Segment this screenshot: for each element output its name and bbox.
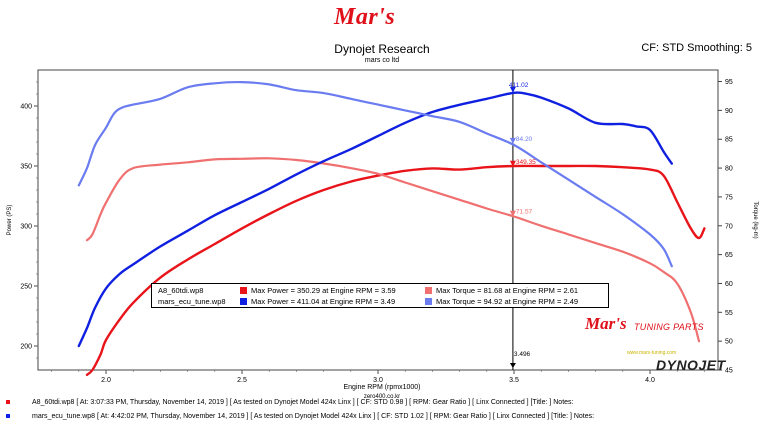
legend-box: A8_60tdi.wp8 Max Power = 350.29 at Engin… xyxy=(151,283,609,308)
y-right-tick-label: 45 xyxy=(725,368,733,375)
chart-subtitle: mars co ltd xyxy=(364,57,400,64)
y-right-tick-label: 70 xyxy=(725,223,733,230)
y-left-tick-label: 350 xyxy=(20,164,32,171)
cursor-rpm-label: 3.496 xyxy=(514,351,531,358)
footer-swatch xyxy=(6,414,10,419)
value-marker xyxy=(509,210,516,217)
value-marker xyxy=(509,160,516,167)
x-tick-label: 3.5 xyxy=(509,377,519,384)
value-marker-label: 411.02 xyxy=(509,82,529,89)
y-right-tick-label: 85 xyxy=(725,137,733,144)
x-tick-label: 2.5 xyxy=(237,377,247,384)
chart-title: Dynojet Research xyxy=(334,42,430,56)
y-left-tick-label: 400 xyxy=(20,104,32,111)
watermark-text: zero400.co.kr xyxy=(363,394,401,400)
y-right-tick-label: 50 xyxy=(725,339,733,346)
tuning-parts-text: TUNING PARTS xyxy=(634,322,704,332)
plot-frame xyxy=(37,69,719,371)
legend-row-a8: A8_60tdi.wp8 Max Power = 350.29 at Engin… xyxy=(152,285,608,296)
y-left-tick-label: 300 xyxy=(20,224,32,231)
y-left-axis-label: Power (PS) xyxy=(7,205,13,236)
value-marker-label: 84.20 xyxy=(516,136,533,143)
y-right-tick-label: 75 xyxy=(725,194,733,201)
y-left-tick-label: 200 xyxy=(20,344,32,351)
legend-power-swatch xyxy=(240,287,247,294)
series-line-a8-60tdi-wp8-torque xyxy=(85,157,701,343)
y-right-axis-label: Torque (kg-m) xyxy=(752,201,758,238)
x-tick-label: 3.0 xyxy=(373,377,383,384)
dynojet-logo: DYNOJET xyxy=(656,357,726,373)
y-right-tick-label: 65 xyxy=(725,252,733,259)
mars-tuning-logo: Mar's xyxy=(585,314,627,333)
y-right-tick-label: 90 xyxy=(725,108,733,115)
correction-factor-info: CF: STD Smoothing: 5 xyxy=(641,42,752,54)
value-marker-label: 71.57 xyxy=(516,209,533,216)
series-line-mars-ecu-tune-wp8-torque xyxy=(77,80,673,268)
footer-run-text: mars_ecu_tune.wp8 [ At: 4:42:02 PM, Thur… xyxy=(32,413,595,420)
series-line-mars-ecu-tune-wp8-power xyxy=(77,91,673,348)
y-right-tick-label: 80 xyxy=(725,166,733,173)
y-right-tick-label: 55 xyxy=(725,310,733,317)
legend-power-swatch xyxy=(240,298,247,305)
brand-url-text: www.mars-tuning.com xyxy=(627,350,677,356)
legend-torque-swatch xyxy=(425,298,432,305)
y-right-tick-label: 95 xyxy=(725,79,733,86)
value-marker-label: 349.35 xyxy=(516,159,536,166)
legend-power-text: Max Power = 350.29 at Engine RPM = 3.59 xyxy=(251,286,396,295)
legend-torque-text: Max Torque = 81.68 at Engine RPM = 2.61 xyxy=(436,286,579,295)
x-tick-label: 2.0 xyxy=(101,377,111,384)
cursor-arrow xyxy=(509,363,516,368)
legend-power-text: Max Power = 411.04 at Engine RPM = 3.49 xyxy=(251,297,396,306)
y-left-tick-label: 250 xyxy=(20,284,32,291)
value-marker xyxy=(509,137,516,144)
legend-torque-text: Max Torque = 94.92 at Engine RPM = 2.49 xyxy=(436,297,579,306)
footer-run-info-a8: A8_60tdi.wp8 [ At: 3:07:33 PM, Thursday,… xyxy=(6,399,573,406)
value-marker xyxy=(509,86,516,93)
legend-file-name: A8_60tdi.wp8 xyxy=(158,286,204,295)
mars-logo: Mar's xyxy=(334,4,396,30)
y-right-tick-label: 60 xyxy=(725,281,733,288)
legend-row-mars: mars_ecu_tune.wp8 Max Power = 411.04 at … xyxy=(152,296,608,307)
x-axis-label: Engine RPM (rpmx1000) xyxy=(343,384,421,391)
x-tick-label: 4.0 xyxy=(645,377,655,384)
series-line-a8-60tdi-wp8-power xyxy=(85,164,706,376)
legend-torque-swatch xyxy=(425,287,432,294)
footer-swatch xyxy=(6,400,10,405)
footer-run-info-mars: mars_ecu_tune.wp8 [ At: 4:42:02 PM, Thur… xyxy=(6,413,594,420)
legend-file-name: mars_ecu_tune.wp8 xyxy=(158,297,226,306)
footer-run-text: A8_60tdi.wp8 [ At: 3:07:33 PM, Thursday,… xyxy=(32,399,574,406)
